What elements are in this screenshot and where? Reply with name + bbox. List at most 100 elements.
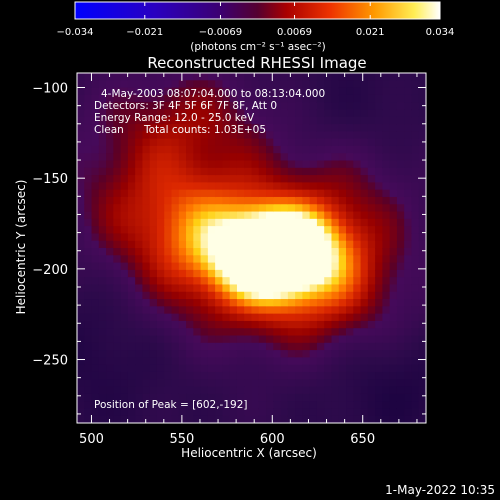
heatmap-cell bbox=[77, 94, 85, 103]
heatmap-cell bbox=[389, 211, 398, 220]
heatmap-cell bbox=[200, 393, 209, 402]
heatmap-cell bbox=[316, 226, 325, 235]
heatmap-cell bbox=[258, 211, 267, 220]
heatmap-cell bbox=[258, 357, 267, 366]
heatmap-cell bbox=[222, 401, 231, 410]
heatmap-cell bbox=[106, 269, 114, 278]
heatmap-cell bbox=[127, 277, 136, 286]
heatmap-cell bbox=[91, 109, 100, 118]
heatmap-cell bbox=[127, 313, 136, 322]
heatmap-cell bbox=[331, 182, 340, 191]
heatmap-cell bbox=[244, 320, 253, 329]
heatmap-cell bbox=[295, 313, 303, 322]
y-axis-label: Heliocentric Y (arcsec) bbox=[14, 180, 28, 315]
heatmap-cell bbox=[178, 167, 187, 176]
heatmap-cell bbox=[236, 145, 245, 154]
heatmap-cell bbox=[135, 73, 144, 81]
heatmap-cell bbox=[113, 153, 122, 162]
heatmap-cell bbox=[273, 218, 282, 227]
heatmap-cell bbox=[222, 182, 231, 191]
heatmap-cell bbox=[389, 284, 398, 293]
heatmap-cell bbox=[186, 401, 194, 410]
heatmap-cell bbox=[229, 94, 238, 103]
heatmap-cell bbox=[331, 124, 340, 132]
heatmap-cell bbox=[98, 80, 107, 89]
heatmap-cell bbox=[273, 262, 282, 271]
heatmap-cell bbox=[338, 175, 347, 183]
colorbar-tick-label: 0.034 bbox=[426, 27, 455, 38]
heatmap-cell bbox=[273, 109, 282, 118]
annotation-total-counts: Total counts: 1.03E+05 bbox=[143, 124, 266, 136]
heatmap-cell bbox=[142, 379, 151, 388]
heatmap-cell bbox=[207, 299, 216, 307]
heatmap-cell bbox=[360, 182, 369, 191]
heatmap-cell bbox=[316, 94, 325, 103]
heatmap-cell bbox=[389, 175, 398, 183]
heatmap-cell bbox=[142, 306, 151, 315]
heatmap-cell bbox=[287, 284, 296, 293]
heatmap-cell bbox=[186, 196, 194, 205]
heatmap-cell bbox=[338, 313, 347, 322]
heatmap-cell bbox=[418, 255, 426, 264]
heatmap-cell bbox=[120, 393, 129, 402]
heatmap-cell bbox=[316, 415, 325, 423]
heatmap-cell bbox=[156, 408, 165, 417]
heatmap-cell bbox=[273, 160, 282, 169]
heatmap-cell bbox=[98, 196, 107, 205]
heatmap-cell bbox=[280, 269, 289, 278]
heatmap-cell bbox=[389, 153, 398, 162]
heatmap-cell bbox=[411, 189, 420, 198]
heatmap-cell bbox=[91, 364, 100, 373]
heatmap-cell bbox=[411, 80, 420, 89]
heatmap-cell bbox=[186, 167, 194, 176]
heatmap-cell bbox=[98, 335, 107, 344]
heatmap-cell bbox=[135, 255, 144, 264]
heatmap-cell bbox=[316, 160, 325, 169]
heatmap-cell bbox=[258, 306, 267, 315]
heatmap-cell bbox=[229, 255, 238, 264]
heatmap-cell bbox=[207, 386, 216, 395]
heatmap-cell bbox=[367, 240, 376, 249]
heatmap-cell bbox=[142, 160, 151, 169]
heatmap-cell bbox=[222, 109, 231, 118]
heatmap-cell bbox=[164, 153, 173, 162]
heatmap-cell bbox=[229, 226, 238, 235]
heatmap-cell bbox=[273, 175, 282, 183]
heatmap-cell bbox=[236, 226, 245, 235]
heatmap-cell bbox=[316, 299, 325, 307]
heatmap-cell bbox=[186, 284, 194, 293]
heatmap-cell bbox=[367, 131, 376, 140]
heatmap-cell bbox=[309, 167, 318, 176]
heatmap-cell bbox=[171, 335, 180, 344]
heatmap-cell bbox=[222, 153, 231, 162]
heatmap-cell bbox=[171, 73, 180, 81]
heatmap-cell bbox=[411, 204, 420, 213]
heatmap-cell bbox=[316, 175, 325, 183]
heatmap-cell bbox=[91, 189, 100, 198]
heatmap-cell bbox=[98, 240, 107, 249]
heatmap-cell bbox=[84, 284, 93, 293]
heatmap-cell bbox=[91, 145, 100, 154]
heatmap-cell bbox=[84, 357, 93, 366]
heatmap-cell bbox=[353, 211, 362, 220]
heatmap-cell bbox=[149, 364, 158, 373]
heatmap-cell bbox=[120, 87, 129, 96]
heatmap-cell bbox=[418, 116, 426, 125]
heatmap-cell bbox=[302, 80, 311, 89]
heatmap-cell bbox=[236, 80, 245, 89]
heatmap-cell bbox=[331, 211, 340, 220]
heatmap-cell bbox=[375, 255, 383, 264]
heatmap-cell bbox=[258, 138, 267, 147]
heatmap-cell bbox=[280, 211, 289, 220]
heatmap-cell bbox=[178, 320, 187, 329]
heatmap-cell bbox=[178, 116, 187, 125]
heatmap-cell bbox=[396, 182, 405, 191]
heatmap-cell bbox=[309, 371, 318, 380]
heatmap-cell bbox=[222, 342, 231, 351]
heatmap-cell bbox=[200, 306, 209, 315]
heatmap-cell bbox=[302, 175, 311, 183]
heatmap-cell bbox=[389, 240, 398, 249]
heatmap-cell bbox=[193, 335, 202, 344]
heatmap-cell bbox=[287, 401, 296, 410]
heatmap-cell bbox=[273, 116, 282, 125]
